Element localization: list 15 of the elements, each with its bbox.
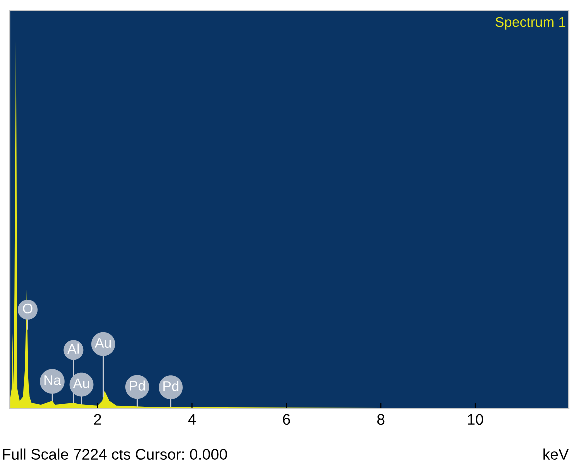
x-tick-label: 6	[283, 414, 290, 426]
annotation: Au	[95, 338, 112, 348]
annotation: Pd	[164, 381, 179, 392]
x-tick-label: 10	[468, 414, 484, 426]
x-tick-label: 4	[188, 414, 196, 425]
annotation: O	[23, 304, 33, 314]
annotation: Pd	[130, 380, 146, 391]
x-tick-label: 2	[94, 414, 102, 425]
annotation: Al	[68, 344, 79, 354]
text: Full Scale 7224 cts Cursor: 0.000	[3, 448, 228, 460]
chart-title: Spectrum 1	[496, 17, 566, 30]
x-tick-label: 8	[378, 414, 385, 426]
x-axis-title: keV	[544, 448, 569, 460]
annotation: Au	[73, 378, 90, 389]
annotation: Na	[44, 376, 62, 386]
